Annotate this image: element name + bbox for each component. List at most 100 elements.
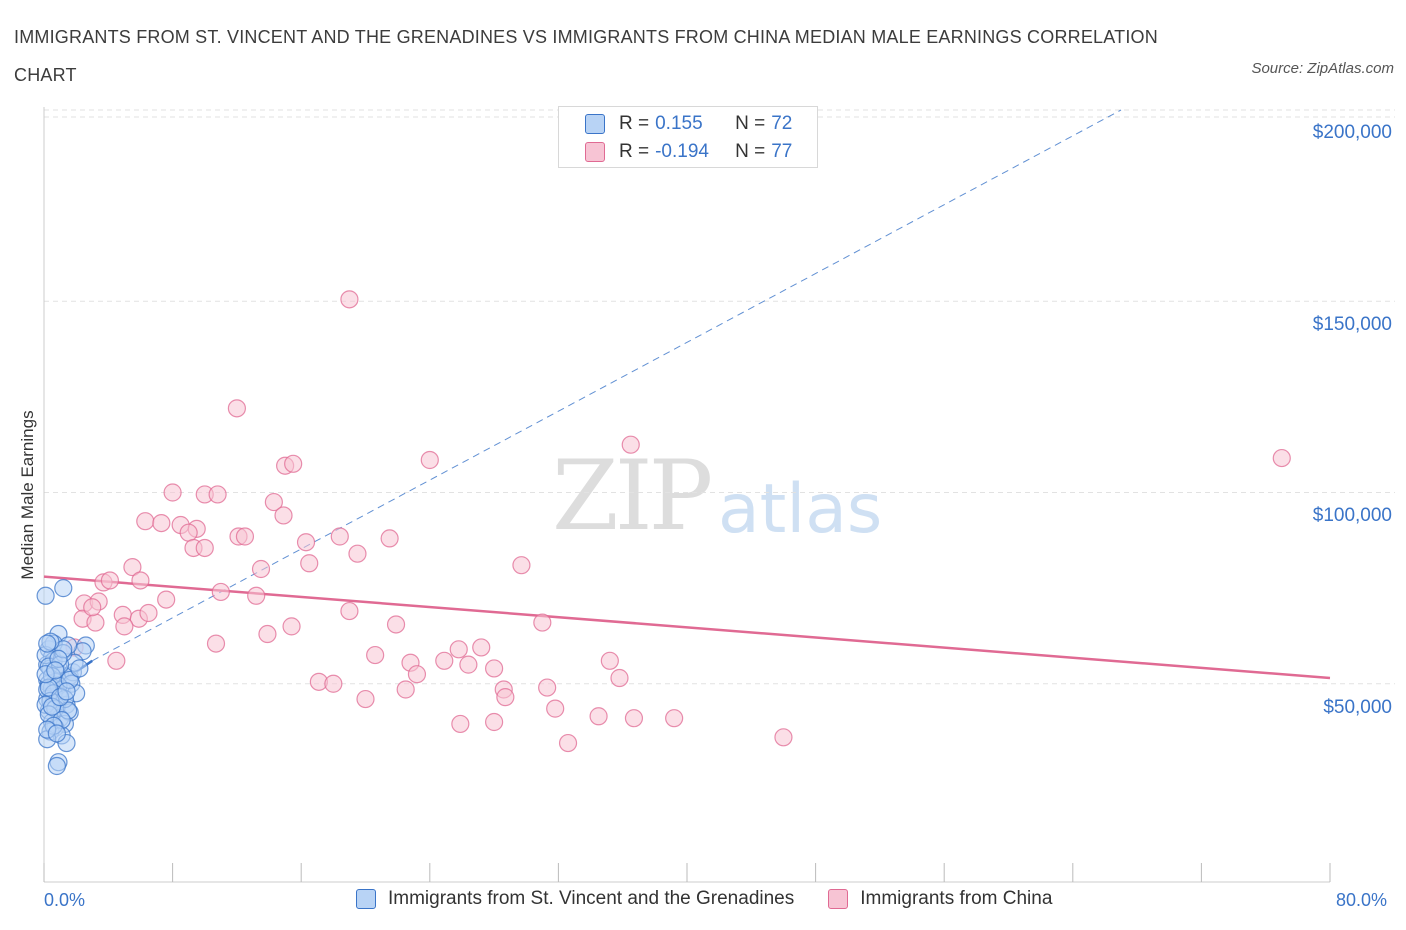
point-st-vincent xyxy=(47,724,66,743)
legend-label: Immigrants from St. Vincent and the Gren… xyxy=(388,888,795,909)
point-china xyxy=(83,598,102,617)
point-china xyxy=(179,523,198,542)
watermark-atlas: atlas xyxy=(718,470,883,549)
point-china xyxy=(227,399,246,418)
point-china xyxy=(366,645,385,665)
point-china xyxy=(195,538,214,558)
point-china xyxy=(380,529,399,548)
y-tick-label: $150,000 xyxy=(1312,314,1392,335)
point-st-vincent xyxy=(57,682,76,701)
point-china xyxy=(1272,448,1291,468)
point-china xyxy=(435,651,454,670)
chart-title: IMMIGRANTS FROM ST. VINCENT AND THE GREN… xyxy=(14,27,1158,85)
point-china xyxy=(396,680,415,699)
point-china xyxy=(100,571,120,590)
point-china xyxy=(282,617,301,636)
point-china xyxy=(774,728,793,747)
legend-swatch-pink xyxy=(828,889,849,909)
point-china xyxy=(340,290,359,309)
point-china xyxy=(123,557,142,577)
n-label: N = xyxy=(735,113,766,134)
watermark-zip: ZIP xyxy=(552,440,713,552)
point-china xyxy=(296,533,316,552)
point-china xyxy=(610,668,629,688)
point-china xyxy=(356,689,375,709)
point-china xyxy=(152,513,171,533)
x-tick-label: 80.0% xyxy=(1336,890,1388,910)
point-china xyxy=(538,678,557,697)
point-china xyxy=(247,586,266,605)
point-china xyxy=(624,709,644,728)
legend-item-st-vincent: Immigrants from St. Vincent and the Gren… xyxy=(356,888,794,910)
point-china xyxy=(131,571,150,590)
point-china xyxy=(589,707,608,726)
data-points xyxy=(36,290,1291,776)
point-china xyxy=(284,454,303,473)
point-china xyxy=(496,688,515,707)
point-china xyxy=(258,624,277,644)
n-value: 72 xyxy=(771,113,793,134)
point-china xyxy=(330,527,349,546)
point-china xyxy=(472,638,491,657)
point-china xyxy=(251,559,271,579)
point-china xyxy=(264,492,283,512)
point-china xyxy=(600,651,619,670)
legend-swatch-blue xyxy=(356,889,376,909)
legend-label: Immigrants from China xyxy=(860,888,1053,909)
point-china xyxy=(157,590,176,609)
r-label: R = xyxy=(619,113,650,134)
point-china xyxy=(512,556,531,575)
point-china xyxy=(665,709,684,728)
point-china xyxy=(206,634,226,653)
y-tick-label: $50,000 xyxy=(1323,697,1392,718)
legend-item-china: Immigrants from China xyxy=(828,888,1052,910)
point-st-vincent xyxy=(47,756,66,776)
y-tick-label: $200,000 xyxy=(1312,122,1392,143)
point-china xyxy=(485,712,504,732)
point-st-vincent xyxy=(36,586,55,605)
legend-row-series2: R = -0.194 N = 77 xyxy=(585,138,792,166)
n-value: 77 xyxy=(771,141,793,162)
point-st-vincent xyxy=(46,661,65,680)
x-tick-label: 0.0% xyxy=(44,890,86,910)
point-st-vincent xyxy=(38,634,57,653)
y-tick-label: $100,000 xyxy=(1312,505,1392,526)
point-china xyxy=(107,651,126,670)
point-china xyxy=(546,699,565,718)
point-china xyxy=(485,659,504,678)
point-st-vincent xyxy=(70,659,89,678)
r-value: 0.155 xyxy=(655,113,703,134)
trend-line-pink xyxy=(43,575,1331,680)
point-china xyxy=(386,615,406,634)
point-china xyxy=(115,617,134,636)
point-china xyxy=(139,603,158,623)
point-china xyxy=(136,512,155,531)
point-china xyxy=(86,613,105,632)
point-china xyxy=(324,674,343,693)
trend-line-blue-extended xyxy=(91,109,1122,662)
point-china xyxy=(449,640,468,659)
point-china xyxy=(348,544,367,563)
grid-lines xyxy=(44,109,1395,685)
point-china xyxy=(459,655,478,674)
point-china xyxy=(211,582,230,602)
legend-row-series1: R = 0.155 N = 72 xyxy=(585,110,792,138)
point-china xyxy=(451,714,470,734)
point-china xyxy=(163,483,182,502)
correlation-legend: R = 0.155 N = 72 R = -0.194 N = 77 xyxy=(558,106,818,168)
point-china xyxy=(300,554,319,573)
point-china xyxy=(558,733,578,753)
r-value: -0.194 xyxy=(655,141,709,162)
point-china xyxy=(420,450,439,470)
point-china xyxy=(208,485,227,504)
point-china xyxy=(407,665,427,684)
n-label: N = xyxy=(735,141,766,162)
point-china xyxy=(533,613,552,632)
source-label: Source: ZipAtlas.com xyxy=(1251,60,1394,77)
point-st-vincent xyxy=(54,579,73,598)
series-legend: Immigrants from St. Vincent and the Gren… xyxy=(356,888,1086,910)
point-china xyxy=(235,527,255,546)
point-china xyxy=(340,601,359,621)
r-label: R = xyxy=(619,141,650,162)
